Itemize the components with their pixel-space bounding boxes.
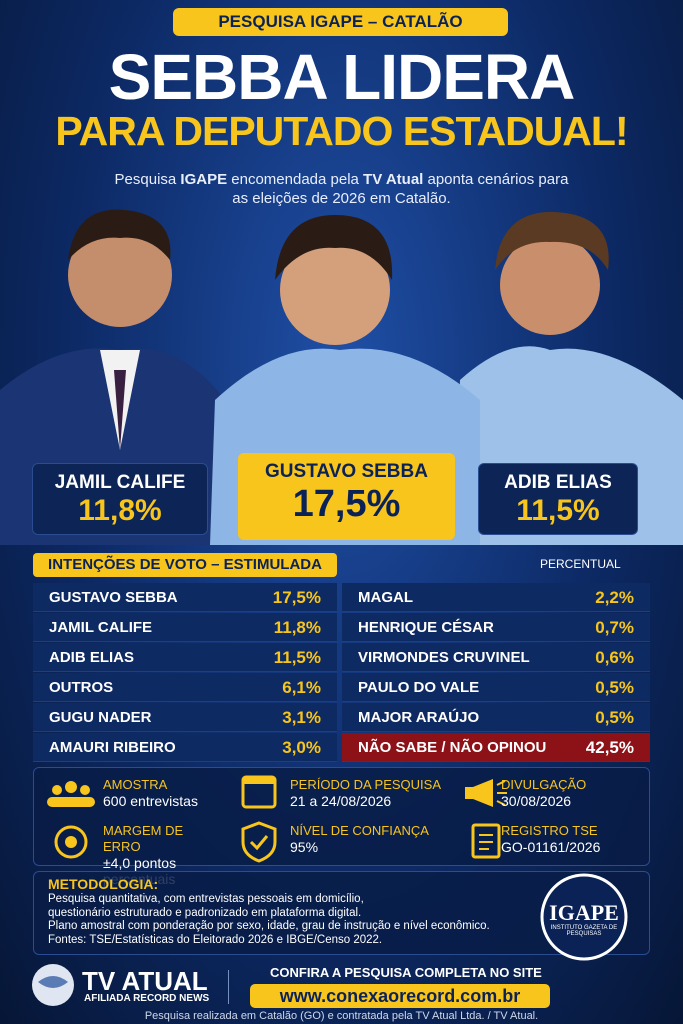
row-value: 42,5% <box>585 738 634 757</box>
info-label: REGISTRO TSE <box>501 823 598 838</box>
brand-sub: AFILIADA RECORD NEWS <box>84 993 210 1004</box>
info-value: 21 a 24/08/2026 <box>290 793 392 809</box>
row-name: VIRMONDES CRUVINEL <box>358 649 530 666</box>
info-icons <box>47 775 507 863</box>
row-value: 0,6% <box>595 648 634 667</box>
divider <box>228 970 229 1004</box>
table-title: INTENÇÕES DE VOTO – ESTIMULADA <box>33 553 337 577</box>
logo-subtitle: INSTITUTO GAZETA DE PESQUISAS <box>550 925 618 937</box>
subtitle: Pesquisa IGAPE encomendada pela TV Atual… <box>110 170 573 208</box>
header-badge: PESQUISA IGAPE – CATALÃO <box>173 8 508 36</box>
candidate-value: 11,5% <box>516 494 600 527</box>
url[interactable]: www.conexaorecord.com.br <box>250 984 550 1008</box>
candidate-name: ADIB ELIAS <box>504 472 612 493</box>
info-value: 95% <box>290 839 319 855</box>
methodology-text: Pesquisa quantitativa, com entrevistas p… <box>48 893 490 947</box>
cta: CONFIRA A PESQUISA COMPLETA NO SITE <box>270 965 542 980</box>
info-item: PERÍODO DA PESQUISA 21 a 24/08/2026 <box>290 777 450 809</box>
brand: TV ATUAL <box>82 966 208 996</box>
methodology-line: Pesquisa quantitativa, com entrevistas p… <box>48 893 364 905</box>
title: SEBBA LIDERA <box>108 41 576 113</box>
table-row: GUGU NADER 3,1% <box>33 703 337 732</box>
row-value: 6,1% <box>282 678 321 697</box>
row-name: NÃO SABE / NÃO OPINOU <box>358 739 547 756</box>
row-value: 0,5% <box>595 678 634 697</box>
table-row: HENRIQUE CÉSAR 0,7% <box>342 613 650 642</box>
table-row: AMAURI RIBEIRO 3,0% <box>33 733 337 762</box>
info-label: PERÍODO DA PESQUISA <box>290 777 441 792</box>
igape-logo <box>540 873 628 961</box>
row-name: AMAURI RIBEIRO <box>49 739 176 756</box>
row-name: OUTROS <box>49 679 114 696</box>
subtitle-part: TV Atual <box>363 171 424 188</box>
info-item: NÍVEL DE CONFIANÇA 95% <box>290 823 450 855</box>
candidate-value: 17,5% <box>292 483 401 525</box>
methodology-line: questionário estruturado e padronizado e… <box>48 906 362 919</box>
info-value: 30/08/2026 <box>501 793 572 809</box>
row-value: 0,7% <box>595 618 634 637</box>
info-label: NÍVEL DE CONFIANÇA <box>290 823 429 838</box>
methodology-line: Plano amostral com ponderação por sexo, … <box>48 920 490 932</box>
table-row: OUTROS 6,1% <box>33 673 337 702</box>
unit-label: PERCENTUAL <box>540 557 621 571</box>
subtitle-part: Pesquisa <box>114 171 181 188</box>
methodology-line: Fontes: TSE/Estatísticas do Eleitorado 2… <box>48 933 383 946</box>
info-label: AMOSTRA <box>103 777 168 792</box>
subtitle-part: encomendada pela <box>227 171 364 188</box>
table-row: ADIB ELIAS 11,5% <box>33 643 337 672</box>
row-name: JAMIL CALIFE <box>49 619 153 636</box>
table-row: MAJOR ARAÚJO 0,5% <box>342 703 650 732</box>
row-name: GUSTAVO SEBBA <box>49 589 178 606</box>
info-item: AMOSTRA 600 entrevistas <box>103 777 223 809</box>
tv-logo <box>32 964 74 1006</box>
methodology-title: METODOLOGIA: <box>48 876 159 892</box>
row-name: HENRIQUE CÉSAR <box>358 619 494 636</box>
title-2: PARA DEPUTADO ESTADUAL! <box>55 108 628 154</box>
candidate-box: ADIB ELIAS 11,5% <box>478 463 638 535</box>
row-name: PAULO DO VALE <box>358 679 480 696</box>
table-row: NÃO SABE / NÃO OPINOU 42,5% <box>342 733 650 762</box>
table-row: GUSTAVO SEBBA 17,5% <box>33 583 337 612</box>
subtitle-part: IGAPE <box>180 171 228 188</box>
subtitle-part: aponta cenários para as eleições de 2026… <box>232 171 569 207</box>
row-name: MAGAL <box>358 589 413 606</box>
row-value: 11,5% <box>273 648 321 667</box>
info-item: DIVULGAÇÃO 30/08/2026 <box>501 777 661 809</box>
row-value: 2,2% <box>595 588 634 607</box>
info-label: MARGEM DE ERRO <box>103 823 184 854</box>
info-value: GO-01161/2026 <box>501 839 601 855</box>
row-value: 11,8% <box>273 618 321 637</box>
info-item: REGISTRO TSE GO-01161/2026 <box>501 823 661 855</box>
info-value: 600 entrevistas <box>103 793 198 809</box>
row-name: GUGU NADER <box>49 709 152 726</box>
candidate-value: 11,8% <box>78 494 162 527</box>
footnote: Pesquisa realizada em Catalão (GO) e con… <box>144 1010 539 1022</box>
logo-name: IGAPE <box>549 900 619 925</box>
row-value: 3,1% <box>282 708 321 727</box>
row-name: MAJOR ARAÚJO <box>358 709 480 726</box>
row-value: 17,5% <box>272 588 321 607</box>
candidate-box: JAMIL CALIFE 11,8% <box>32 463 208 535</box>
row-name: ADIB ELIAS <box>49 649 135 666</box>
candidate-box: GUSTAVO SEBBA 17,5% <box>238 453 455 540</box>
table-row: VIRMONDES CRUVINEL 0,6% <box>342 643 650 672</box>
info-label: DIVULGAÇÃO <box>501 777 587 792</box>
row-value: 0,5% <box>595 708 634 727</box>
info-box <box>33 767 650 866</box>
table-row: JAMIL CALIFE 11,8% <box>33 613 337 642</box>
table-row: MAGAL 2,2% <box>342 583 650 612</box>
table-row: PAULO DO VALE 0,5% <box>342 673 650 702</box>
candidate-name: GUSTAVO SEBBA <box>265 461 428 482</box>
candidate-name: JAMIL CALIFE <box>54 472 186 493</box>
row-value: 3,0% <box>282 738 321 757</box>
